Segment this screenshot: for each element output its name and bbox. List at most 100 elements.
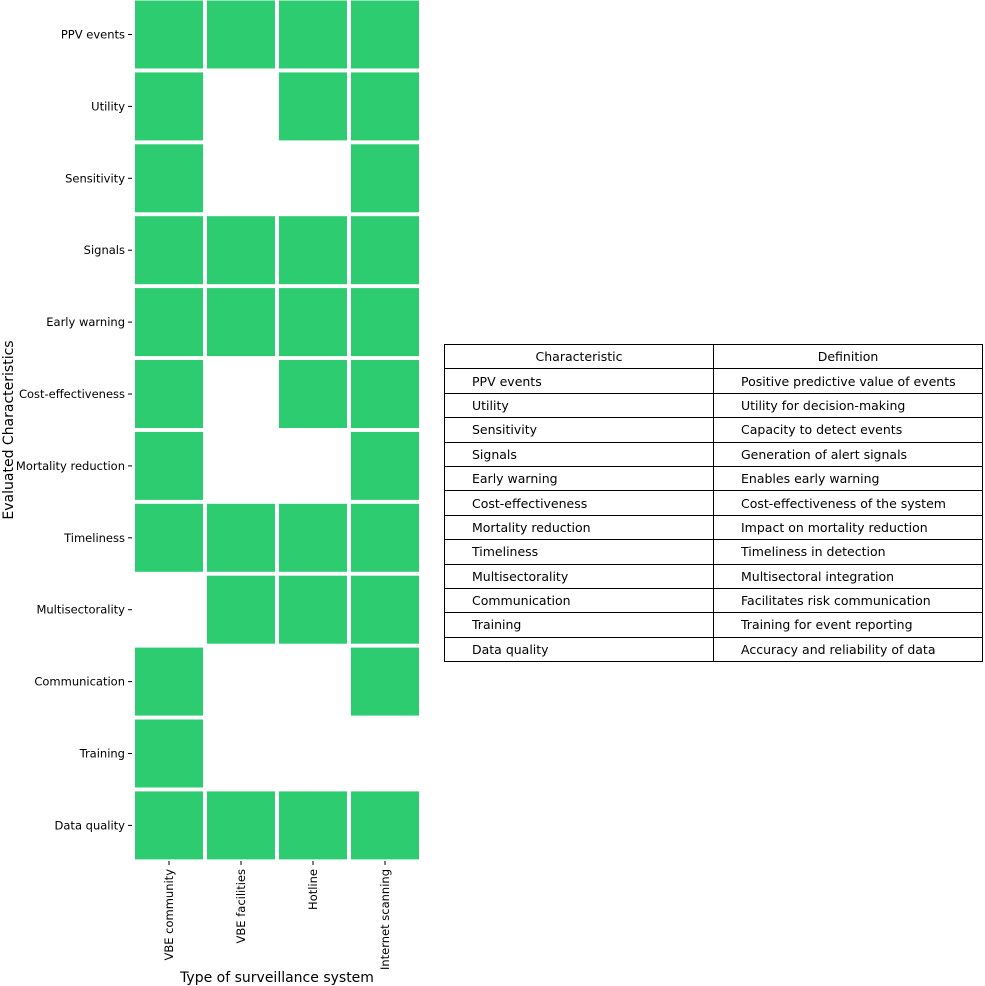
heatmap-cell (207, 72, 275, 141)
definition-cell: Accuracy and reliability of data (713, 636, 983, 663)
definition-cell: Capacity to detect events (713, 417, 983, 443)
table-row: PPV events Positive predictive value of e… (444, 368, 983, 394)
heatmap-cell (351, 72, 419, 141)
definition-cell: Facilitates risk communication (713, 587, 983, 614)
heatmap-cell (207, 360, 275, 428)
heatmap-cell (207, 791, 275, 860)
table-row: Early warning Enables early warning (444, 465, 983, 492)
y-tick-label: PPV events (61, 28, 125, 42)
heatmap-cell (351, 647, 419, 716)
characteristic-cell: Cost-effectiveness (444, 490, 714, 516)
heatmap-cell (207, 575, 275, 644)
definition-cell: Enables early warning (713, 465, 983, 492)
characteristic-cell: Sensitivity (444, 417, 714, 443)
y-tick-label: Timeliness (63, 531, 125, 545)
heatmap-cell (135, 647, 203, 716)
definition-cell: Multisectoral integration (713, 563, 983, 589)
definition-cell: Impact on mortality reduction (713, 514, 983, 541)
characteristic-cell: Multisectorality (444, 563, 714, 589)
characteristic-cell: Training (444, 612, 714, 638)
table-header: Characteristic (444, 343, 714, 370)
definitions-table: Characteristic Definition PPV events Posi… (444, 343, 983, 663)
heatmap-cell (351, 431, 419, 500)
heatmap-cell (135, 791, 203, 860)
heatmap-cell (207, 0, 275, 69)
heatmap-cell (279, 72, 347, 141)
heatmap-cell (279, 144, 347, 213)
table-row: Communication Facilitates risk communicat… (444, 587, 983, 614)
y-tick-label: Utility (91, 99, 125, 113)
heatmap-cell (135, 575, 203, 644)
heatmap-cell (207, 288, 275, 357)
x-tick-label: Internet scanning (378, 869, 392, 970)
heatmap-cell (135, 431, 203, 500)
x-tick-label: VBE community (162, 869, 176, 961)
heatmap-cell (351, 719, 419, 788)
table-row: Multisectorality Multisectoral integratio… (444, 563, 983, 589)
characteristic-cell: Utility (444, 392, 714, 419)
characteristic-cell: Early warning (444, 465, 714, 492)
heatmap-cell (135, 719, 203, 788)
heatmap-cell (207, 647, 275, 716)
heatmap-cell (135, 503, 203, 572)
heatmap-cell (351, 288, 419, 357)
x-tick-label: VBE facilities (234, 869, 248, 943)
definition-cell: Training for event reporting (713, 612, 983, 638)
characteristic-cell: Mortality reduction (444, 514, 714, 541)
definition-cell: Cost-effectiveness of the system (713, 490, 983, 516)
characteristic-cell: Signals (444, 441, 714, 467)
table-row: Training Training for event reporting (444, 612, 983, 638)
heatmap-cell (351, 360, 419, 428)
characteristic-cell: PPV events (444, 368, 714, 394)
y-tick-label: Early warning (46, 315, 125, 329)
x-tick-label: Hotline (306, 869, 320, 910)
heatmap-cell (351, 503, 419, 572)
heatmap-cell (135, 288, 203, 357)
heatmap-cell (279, 575, 347, 644)
definition-cell: Utility for decision-making (713, 392, 983, 419)
y-tick-label: Data quality (55, 818, 126, 832)
table-header: Definition (713, 343, 983, 370)
heatmap-cell (279, 791, 347, 860)
characteristic-cell: Communication (444, 587, 714, 614)
table-row: Timeliness Timeliness in detection (444, 539, 983, 565)
heatmap-cell (207, 144, 275, 213)
y-axis-title: Evaluated Characteristics (1, 340, 17, 519)
heatmap-cell (279, 360, 347, 428)
heatmap-cell (279, 647, 347, 716)
table-row: Cost-effectiveness Cost-effectiveness of … (444, 490, 983, 516)
y-tick-label: Sensitivity (65, 171, 125, 185)
y-tick-label: Mortality reduction (16, 459, 125, 473)
heatmap-cell (207, 503, 275, 572)
table-row: Sensitivity Capacity to detect events (444, 417, 983, 443)
y-tick-label: Signals (84, 243, 125, 257)
table-row: Mortality reduction Impact on mortality r… (444, 514, 983, 541)
heatmap-cell (351, 216, 419, 285)
heatmap-cell (135, 360, 203, 428)
heatmap-cell (207, 719, 275, 788)
heatmap-cell (135, 216, 203, 285)
heatmap-cell (135, 0, 203, 69)
characteristic-cell: Timeliness (444, 539, 714, 565)
heatmap-cell (279, 503, 347, 572)
definition-cell: Generation of alert signals (713, 441, 983, 467)
heatmap-cell (351, 575, 419, 644)
heatmap-cell (279, 288, 347, 357)
y-tick-label: Training (79, 747, 125, 761)
heatmap-cell (279, 0, 347, 69)
definition-cell: Timeliness in detection (713, 539, 983, 565)
heatmap-cell (351, 791, 419, 860)
heatmap-cell (135, 72, 203, 141)
characteristic-cell: Data quality (444, 636, 714, 663)
definition-cell: Positive predictive value of events (713, 368, 983, 394)
y-tick-label: Communication (34, 675, 125, 689)
heatmap-cell (207, 216, 275, 285)
table-row: Signals Generation of alert signals (444, 441, 983, 467)
y-tick-label: Cost-effectiveness (19, 387, 125, 401)
heatmap-cell (135, 144, 203, 213)
table-row: Data quality Accuracy and reliability of … (444, 636, 983, 663)
heatmap-chart: PPV events Utility Sensitivity Signals Early… (1, 0, 419, 986)
heatmap-cell (351, 0, 419, 69)
heatmap-cell (279, 431, 347, 500)
table-header-row: Characteristic Definition (444, 343, 983, 370)
